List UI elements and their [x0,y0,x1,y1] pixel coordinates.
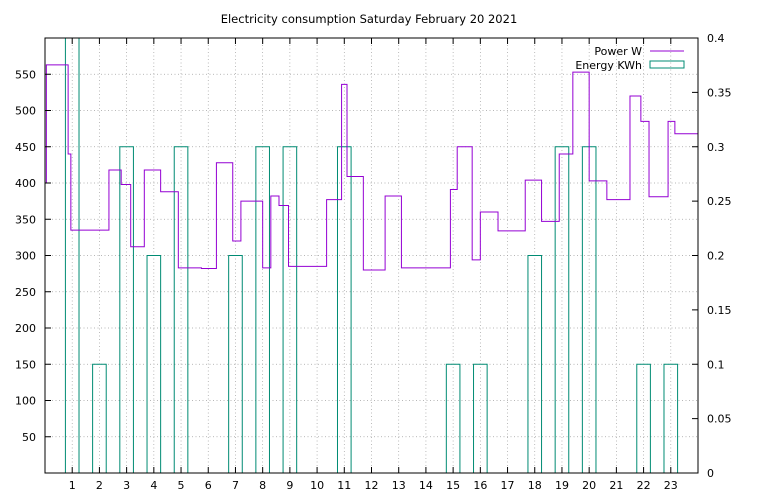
x-tick-label: 4 [150,479,157,492]
x-tick-label: 23 [664,479,678,492]
y-right-tick-label: 0.05 [707,413,732,426]
power-line [45,64,699,271]
energy-bar [445,363,461,474]
chart-title: Electricity consumption Saturday Februar… [221,12,518,26]
y-left-tick-label: 400 [15,177,36,190]
x-tick-label: 11 [337,479,351,492]
x-tick-label: 15 [446,479,460,492]
energy-bar [92,363,107,474]
energy-bar [473,363,488,474]
x-tick-label: 20 [582,479,596,492]
y-right-tick-label: 0.25 [707,195,732,208]
y-right-tick-label: 0.1 [707,358,725,371]
x-tick-label: 16 [473,479,487,492]
x-tick-label: 3 [123,479,130,492]
x-tick-label: 17 [501,479,515,492]
y-right-tick-label: 0.35 [707,86,732,99]
y-right-tick-label: 0 [707,467,714,480]
y-right-tick-label: 0.3 [707,141,725,154]
x-tick-label: 6 [205,479,212,492]
y-left-tick-label: 200 [15,322,36,335]
y-right-tick-label: 0.15 [707,304,732,317]
x-tick-label: 10 [310,479,324,492]
x-tick-label: 2 [96,479,103,492]
energy-bar [663,363,679,474]
x-tick-label: 8 [259,479,266,492]
x-tick-label: 21 [609,479,623,492]
x-tick-label: 18 [528,479,542,492]
y-left-tick-label: 50 [22,431,36,444]
x-tick-label: 13 [392,479,406,492]
power-series [45,64,699,271]
y-left-tick-label: 300 [15,250,36,263]
x-tick-label: 1 [69,479,76,492]
x-tick-label: 7 [232,479,239,492]
x-tick-label: 19 [555,479,569,492]
y-left-tick-label: 450 [15,141,36,154]
x-tick-label: 5 [178,479,185,492]
x-tick-label: 14 [419,479,433,492]
x-tick-label: 22 [637,479,651,492]
legend-label-energy: Energy KWh [575,59,642,72]
y-right-tick-label: 0.4 [707,32,725,45]
y-left-tick-label: 500 [15,105,36,118]
x-tick-label: 12 [365,479,379,492]
energy-bar [636,363,651,474]
x-tick-label: 9 [286,479,293,492]
legend-label-power: Power W [594,45,642,58]
y-left-tick-label: 150 [15,358,36,371]
y-left-tick-label: 250 [15,286,36,299]
y-left-tick-label: 350 [15,213,36,226]
grid [45,38,698,473]
legend: Power W Energy KWh [575,45,685,72]
y-left-tick-label: 100 [15,395,36,408]
legend-swatch-energy [649,60,685,69]
y-left-tick-label: 550 [15,68,36,81]
y-right-tick-label: 0.2 [707,250,725,263]
ticks: 1 2 3 4 5 6 7 8 9 10 11 12 13 14 15 16 17 18 19 20 21 22 23501… [15,32,732,492]
